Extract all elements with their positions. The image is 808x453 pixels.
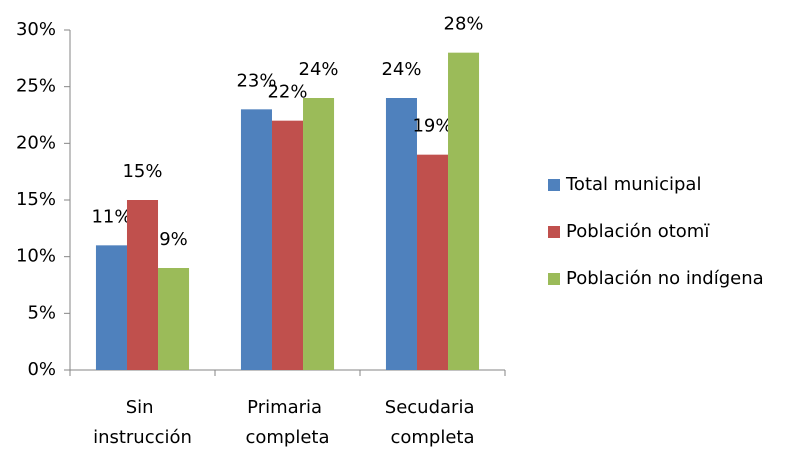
y-tick-label: 0% [27, 359, 56, 380]
y-tick-label: 15% [16, 189, 56, 210]
x-tick-label: Secudaria completa [385, 397, 480, 448]
data-label: 15% [122, 161, 162, 182]
data-label: 24% [299, 59, 339, 80]
y-tick-label: 25% [16, 76, 56, 97]
bar [385, 98, 417, 370]
data-label: 9% [159, 229, 188, 250]
legend-label: Total municipal [565, 174, 701, 195]
bar [448, 52, 480, 371]
bar [240, 109, 272, 370]
legend-swatch [548, 226, 560, 238]
x-tick-label: Primaria completa [245, 397, 329, 448]
data-label: 11% [91, 206, 131, 227]
legend-swatch [548, 179, 560, 191]
bar [158, 268, 190, 370]
legend-label: Población otomï [566, 221, 710, 242]
bar [126, 200, 159, 370]
data-label: 19% [412, 116, 452, 137]
y-tick-label: 30% [16, 19, 56, 40]
data-label: 24% [381, 59, 421, 80]
y-tick-label: 10% [16, 246, 56, 267]
bar [271, 120, 304, 371]
data-label: 22% [267, 82, 307, 103]
data-label: 28% [444, 14, 484, 35]
y-tick-label: 5% [27, 302, 56, 323]
bar [416, 154, 449, 370]
x-tick-label: Sin instrucción [93, 397, 192, 448]
data-label: 23% [236, 70, 276, 91]
y-tick-label: 20% [16, 132, 56, 153]
legend-label: Población no indígena [566, 268, 764, 289]
bar [303, 98, 335, 370]
legend-swatch [548, 273, 560, 285]
bar [95, 245, 127, 370]
